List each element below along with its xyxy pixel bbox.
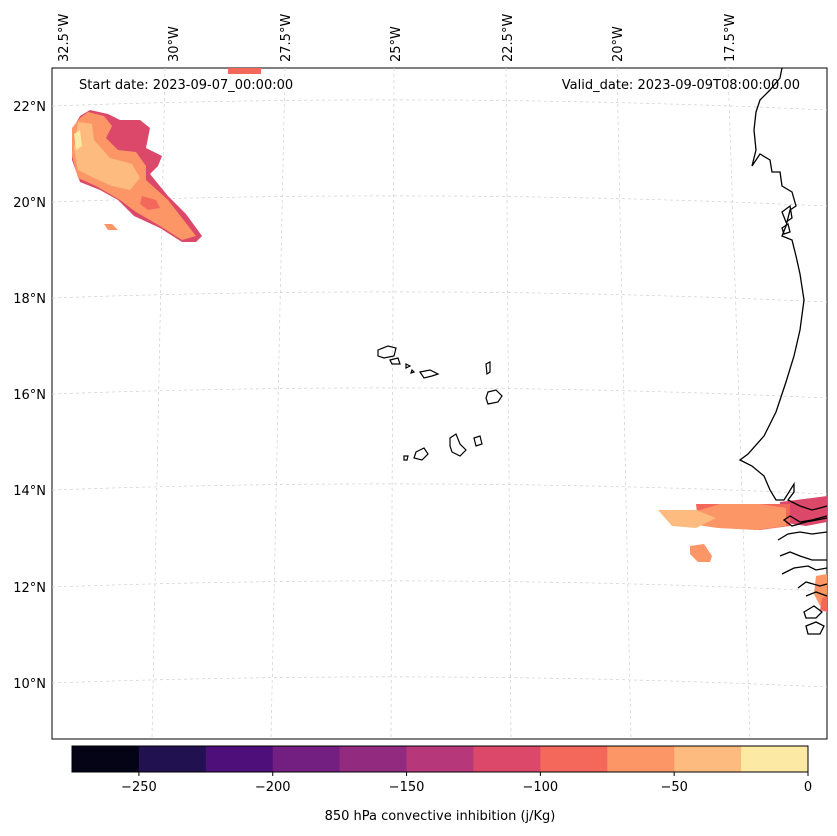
lon-tick-label: 30°W xyxy=(167,26,182,62)
colorbar-segment xyxy=(205,746,274,772)
cin-region-northwest xyxy=(72,68,261,242)
colorbar-segment xyxy=(741,746,809,772)
colorbar-tick-label: −100 xyxy=(523,780,559,795)
map-frame xyxy=(51,67,828,740)
colorbar-tick-label: 0 xyxy=(804,780,812,795)
lat-tick-label: 14°N xyxy=(13,484,46,499)
colorbar-segment xyxy=(138,746,207,772)
cin-patch-coast-dark xyxy=(820,596,827,612)
cin-band-palest xyxy=(658,510,716,528)
lon-tick-label: 32.5°W xyxy=(57,14,72,62)
colorbar-tick-label: −250 xyxy=(121,780,157,795)
colorbar-segment xyxy=(72,746,140,772)
colorbar-segment xyxy=(339,746,408,772)
colorbar-segment xyxy=(272,746,341,772)
lon-tick-label: 22.5°W xyxy=(501,14,516,62)
colorbar: −250 −200 −150 −100 −50 0 xyxy=(71,745,812,795)
colorbar-segment xyxy=(540,746,608,772)
lon-tick-label: 25°W xyxy=(389,26,404,62)
lat-tick-label: 18°N xyxy=(13,292,46,307)
cin-patch-hole xyxy=(140,196,160,210)
lon-axis: 32.5°W 30°W 27.5°W 25°W 22.5°W 20°W 17.5… xyxy=(57,14,738,62)
lat-tick-label: 10°N xyxy=(13,677,46,692)
cin-patch-inner xyxy=(74,122,140,190)
colorbar-tick-label: −200 xyxy=(255,780,291,795)
colorbar-segment xyxy=(406,746,474,772)
colorbar-frame xyxy=(71,745,809,773)
lon-tick-label: 20°W xyxy=(611,26,626,62)
cin-patch-small xyxy=(104,224,118,230)
lat-tick-label: 22°N xyxy=(13,100,46,115)
start-date-label: Start date: 2023-09-07_00:00:00 xyxy=(79,78,294,93)
colorbar-segment xyxy=(674,746,742,772)
colorbar-tick-label: −150 xyxy=(389,780,425,795)
coastline xyxy=(738,67,828,635)
lat-tick-label: 16°N xyxy=(13,388,46,403)
colorbar-segment xyxy=(607,746,675,772)
cin-patch-core xyxy=(74,130,82,150)
colorbar-label: 850 hPa convective inhibition (j/Kg) xyxy=(324,809,556,824)
cin-patch-top-edge xyxy=(228,68,261,74)
lon-tick-label: 17.5°W xyxy=(723,14,738,62)
valid-date-label: Valid_date: 2023-09-09T08:00:00.00 xyxy=(561,78,800,93)
colorbar-tick-label: −50 xyxy=(660,780,687,795)
lat-tick-label: 12°N xyxy=(13,581,46,596)
colorbar-segment xyxy=(473,746,541,772)
cin-patch-south xyxy=(690,544,712,562)
lat-tick-label: 20°N xyxy=(13,196,46,211)
cape-verde-islands xyxy=(377,345,503,461)
lon-tick-label: 27.5°W xyxy=(279,14,294,62)
lat-axis: 22°N 20°N 18°N 16°N 14°N 12°N 10°N xyxy=(13,100,46,692)
